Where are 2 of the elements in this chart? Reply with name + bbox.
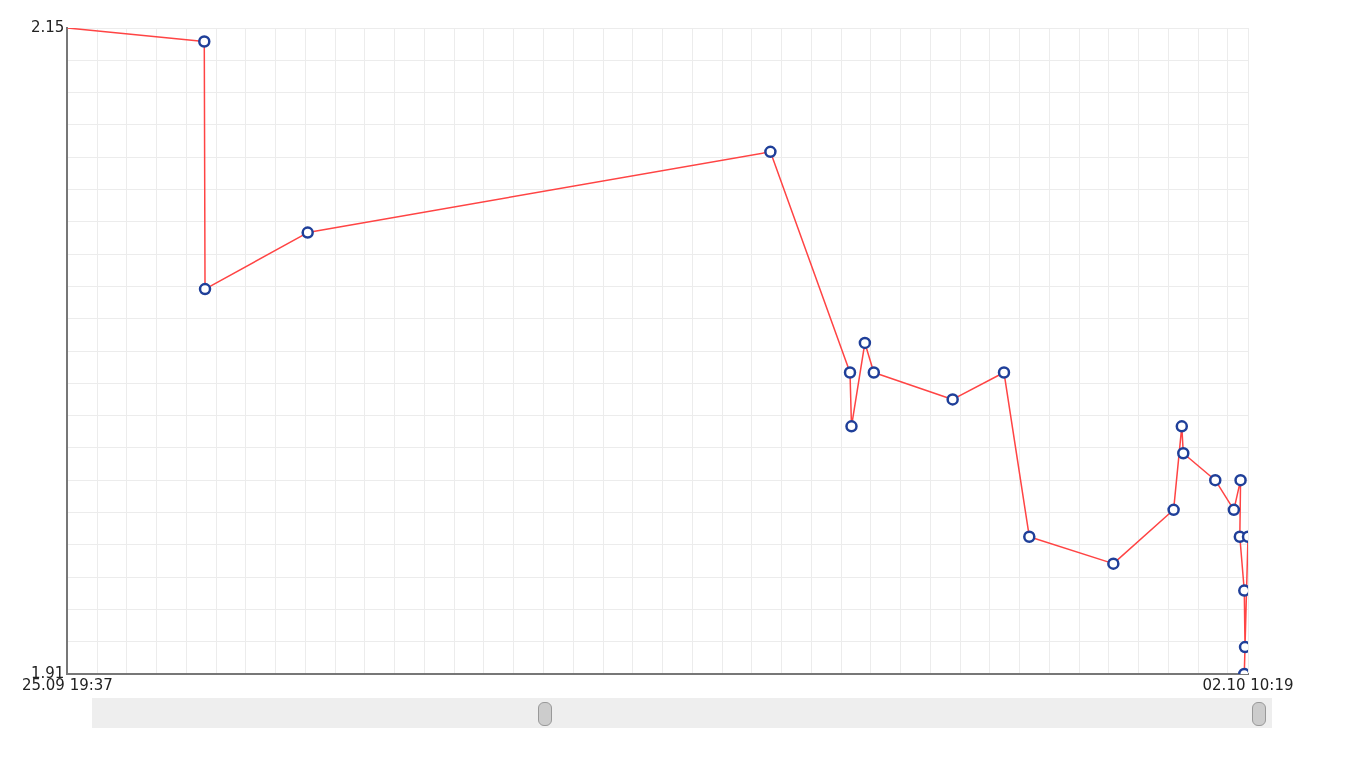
y-tick-label: 2.15 [30, 17, 65, 36]
x-tick-label: 02.10 10:19 [1202, 675, 1294, 694]
